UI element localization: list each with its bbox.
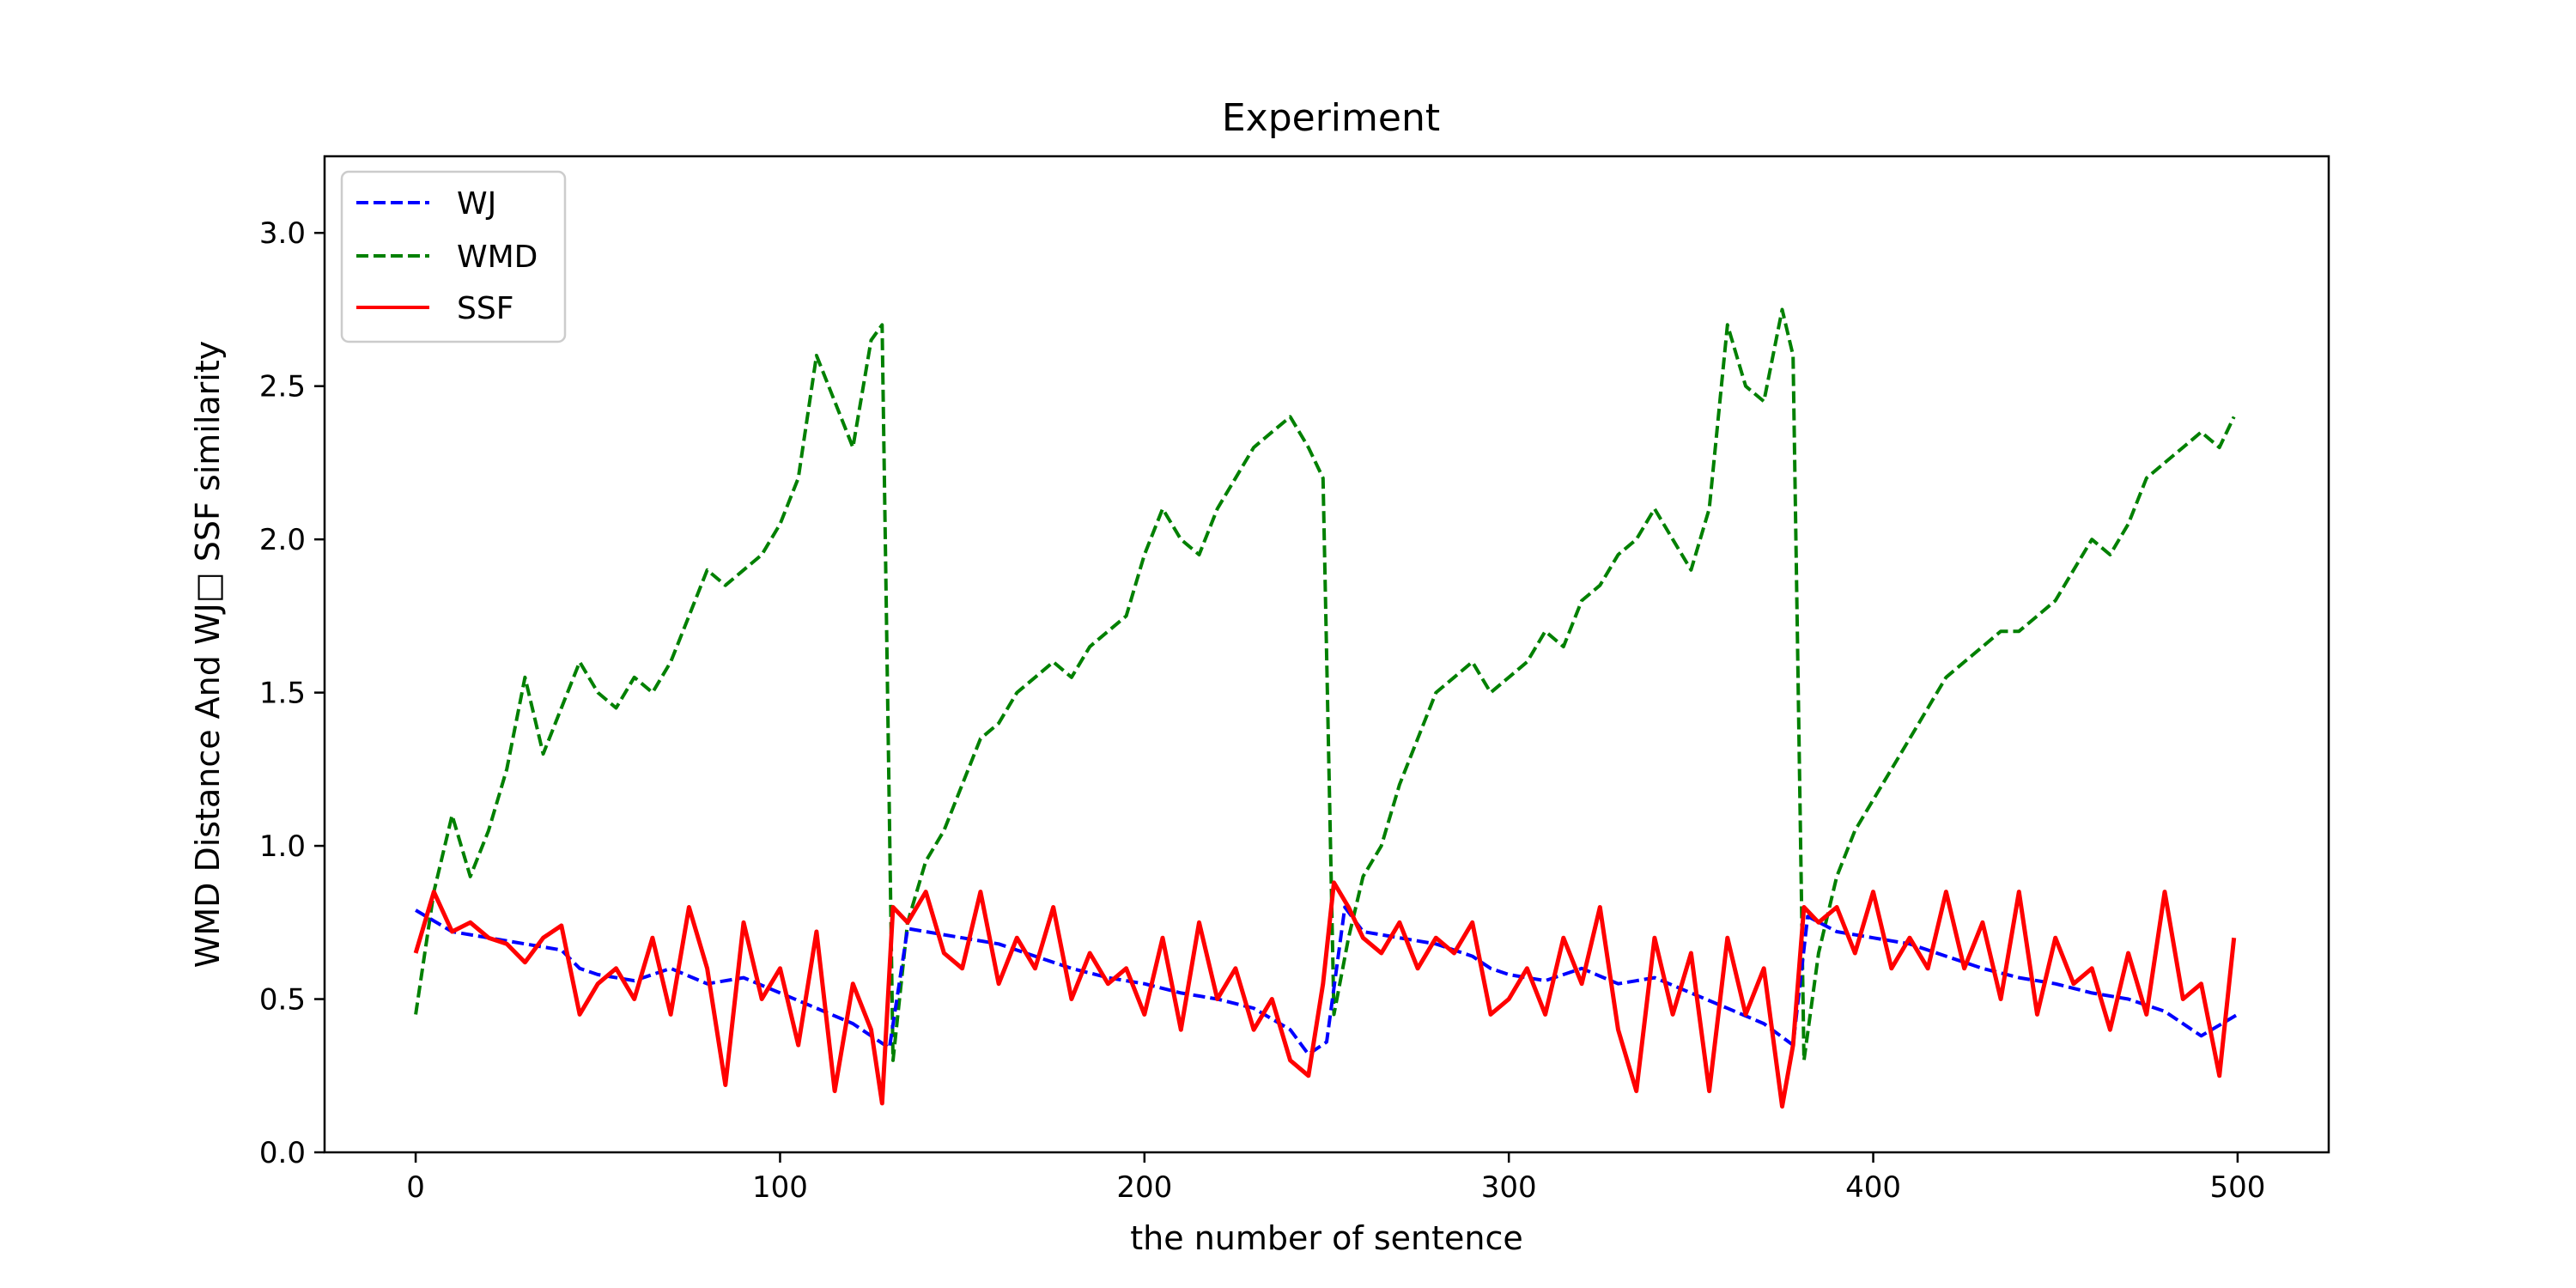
y-axis-label: WMD Distance And WJ□ SSF similarity xyxy=(189,341,227,969)
x-axis-label: the number of sentence xyxy=(1130,1219,1522,1257)
x-tick-label: 300 xyxy=(1481,1170,1537,1205)
legend-label-ssf: SSF xyxy=(457,291,513,326)
y-tick-label: 1.5 xyxy=(259,677,306,711)
series-line-ssf xyxy=(413,880,2237,1109)
y-tick-label: 1.0 xyxy=(259,829,306,864)
x-tick-label: 0 xyxy=(406,1170,425,1205)
x-tick-label: 500 xyxy=(2209,1170,2265,1205)
y-tick-label: 2.0 xyxy=(259,523,306,557)
legend-label-wmd: WMD xyxy=(457,240,538,275)
legend-label-wj: WJ xyxy=(457,186,496,222)
y-tick-label: 0.5 xyxy=(259,983,306,1018)
series-layer xyxy=(413,307,2239,1109)
y-tick-label: 3.0 xyxy=(259,216,306,251)
series-line-wj xyxy=(415,905,2239,1056)
plot-area xyxy=(323,155,2330,1154)
y-tick-label: 2.5 xyxy=(259,370,306,404)
legend-box xyxy=(340,170,567,343)
y-tick-label: 0.0 xyxy=(259,1136,306,1170)
chart-title: Experiment xyxy=(1222,96,1440,140)
x-axis-ticks: 0 100 200 300 400 500 xyxy=(406,1152,2265,1205)
axes-frame xyxy=(323,155,2330,1154)
series-line-wmd xyxy=(414,307,2236,1062)
x-tick-label: 400 xyxy=(1845,1170,1901,1205)
y-axis-ticks: 0.0 0.5 1.0 1.5 2.0 2.5 3.0 xyxy=(259,216,325,1170)
x-tick-label: 200 xyxy=(1116,1170,1172,1205)
x-tick-label: 100 xyxy=(752,1170,808,1205)
legend: WJ WMD SSF xyxy=(340,170,567,343)
